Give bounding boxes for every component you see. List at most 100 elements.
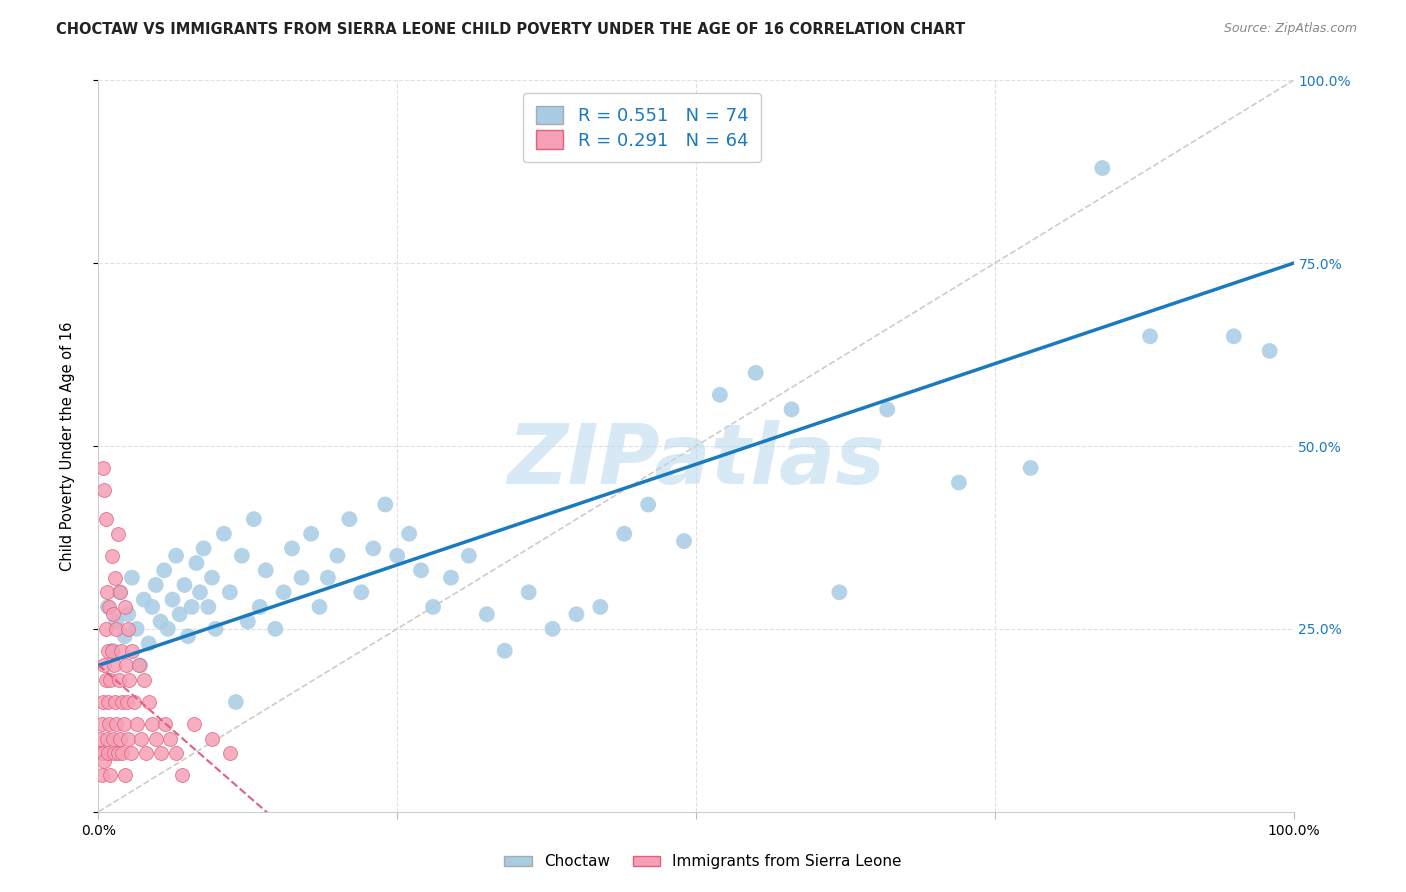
Point xyxy=(97,746,120,760)
Legend: R = 0.551   N = 74, R = 0.291   N = 64: R = 0.551 N = 74, R = 0.291 N = 64 xyxy=(523,93,761,162)
Point xyxy=(91,717,114,731)
Legend: Choctaw, Immigrants from Sierra Leone: Choctaw, Immigrants from Sierra Leone xyxy=(498,848,908,875)
Point xyxy=(177,629,200,643)
Point xyxy=(93,658,115,673)
Point xyxy=(93,754,115,768)
Point xyxy=(117,731,139,746)
Y-axis label: Child Poverty Under the Age of 16: Child Poverty Under the Age of 16 xyxy=(60,321,75,571)
Point xyxy=(114,599,136,614)
Point xyxy=(219,585,242,599)
Point xyxy=(111,695,134,709)
Point xyxy=(98,599,121,614)
Point xyxy=(105,622,128,636)
Point xyxy=(101,644,124,658)
Point xyxy=(350,585,373,599)
Point xyxy=(94,622,117,636)
Point xyxy=(132,592,155,607)
Point xyxy=(107,526,129,541)
Point xyxy=(121,644,143,658)
Point xyxy=(97,644,120,658)
Point xyxy=(141,599,163,614)
Point xyxy=(94,512,117,526)
Point xyxy=(385,549,409,563)
Point xyxy=(114,768,136,782)
Point xyxy=(291,571,314,585)
Point xyxy=(124,695,146,709)
Point xyxy=(117,622,139,636)
Point xyxy=(107,746,129,760)
Point xyxy=(110,644,132,658)
Point xyxy=(114,629,136,643)
Point xyxy=(613,526,636,541)
Point xyxy=(1139,329,1161,343)
Point xyxy=(100,549,122,563)
Point xyxy=(326,549,349,563)
Point xyxy=(98,717,121,731)
Point xyxy=(254,563,277,577)
Point xyxy=(89,731,111,746)
Point xyxy=(299,526,322,541)
Point xyxy=(411,563,433,577)
Point xyxy=(183,717,205,731)
Point xyxy=(129,658,152,673)
Point xyxy=(108,585,131,599)
Point xyxy=(103,658,125,673)
Point xyxy=(475,607,498,622)
Point xyxy=(422,599,444,614)
Point xyxy=(138,695,160,709)
Point xyxy=(162,592,184,607)
Point xyxy=(169,607,191,622)
Point xyxy=(98,673,122,687)
Point xyxy=(115,695,138,709)
Point xyxy=(264,622,287,636)
Point xyxy=(149,746,172,760)
Point xyxy=(118,673,141,687)
Point xyxy=(204,622,226,636)
Point xyxy=(96,585,118,599)
Point xyxy=(90,746,112,760)
Point xyxy=(440,571,463,585)
Point xyxy=(97,695,120,709)
Point xyxy=(876,402,898,417)
Point xyxy=(121,571,143,585)
Point xyxy=(308,599,330,614)
Point xyxy=(159,731,181,746)
Point xyxy=(112,717,135,731)
Text: Source: ZipAtlas.com: Source: ZipAtlas.com xyxy=(1223,22,1357,36)
Point xyxy=(186,556,208,570)
Point xyxy=(1223,329,1246,343)
Point xyxy=(249,599,271,614)
Point xyxy=(100,644,122,658)
Point xyxy=(1258,343,1281,358)
Point xyxy=(363,541,385,556)
Point xyxy=(745,366,768,380)
Point xyxy=(91,461,114,475)
Point xyxy=(145,731,167,746)
Point xyxy=(709,388,731,402)
Point xyxy=(91,768,114,782)
Point xyxy=(156,622,179,636)
Point xyxy=(120,746,142,760)
Point xyxy=(637,498,659,512)
Point xyxy=(374,498,396,512)
Point xyxy=(231,549,253,563)
Point xyxy=(101,607,124,622)
Point xyxy=(145,578,167,592)
Point xyxy=(135,746,157,760)
Point xyxy=(132,673,155,687)
Point xyxy=(141,717,163,731)
Point xyxy=(108,731,131,746)
Point xyxy=(273,585,295,599)
Point xyxy=(138,636,160,650)
Point xyxy=(225,695,247,709)
Point xyxy=(93,483,115,497)
Point xyxy=(105,615,128,629)
Point xyxy=(91,746,114,760)
Point xyxy=(98,768,122,782)
Point xyxy=(131,731,153,746)
Point xyxy=(243,512,266,526)
Point xyxy=(125,622,148,636)
Point xyxy=(125,717,148,731)
Point xyxy=(201,731,224,746)
Point xyxy=(565,607,588,622)
